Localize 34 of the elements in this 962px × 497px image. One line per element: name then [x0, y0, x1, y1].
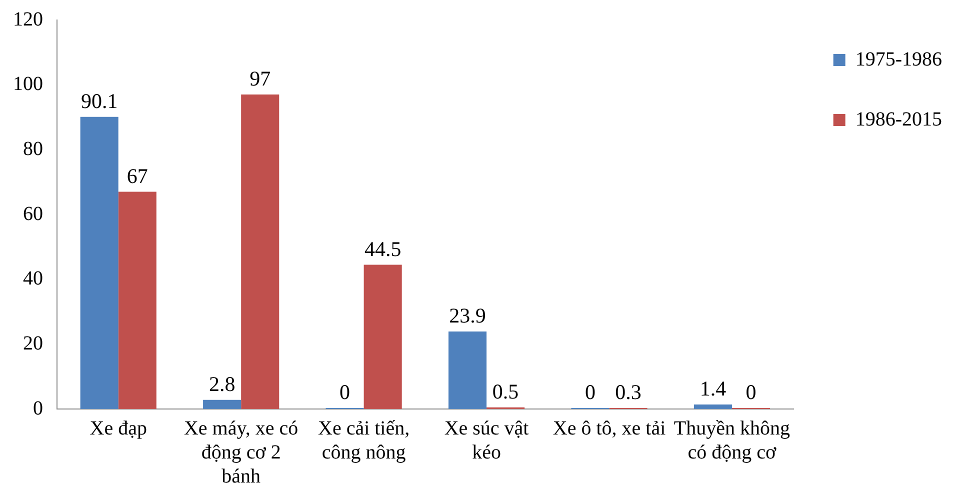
- x-tick-label: Xe máy, xe có động cơ 2 bánh: [184, 417, 298, 488]
- data-label: 0: [746, 380, 756, 404]
- y-tick-label: 120: [13, 8, 43, 30]
- data-label: 23.9: [449, 304, 486, 328]
- data-label: 2.8: [208, 372, 236, 396]
- legend-label: 1975-1986: [855, 48, 942, 70]
- data-label: 90.1: [80, 88, 118, 113]
- y-tick-label: 0: [33, 397, 43, 420]
- bar: [448, 332, 487, 409]
- x-tick-label: Xe đạp: [90, 417, 147, 440]
- x-tick-label: Xe cải tiến, công nông: [318, 417, 410, 464]
- bar: [118, 192, 156, 409]
- bar: [241, 94, 280, 409]
- x-tick-label: Thuyền không có động cơ: [674, 417, 790, 464]
- data-label: 0.3: [615, 380, 642, 404]
- data-label: 97: [250, 66, 271, 91]
- y-tick-label: 100: [13, 73, 43, 96]
- data-label: 67: [126, 164, 148, 188]
- data-label: 0: [340, 380, 350, 404]
- y-tick-label: 80: [23, 138, 43, 160]
- y-tick-label: 40: [23, 268, 43, 290]
- legend-label: 1986-2015: [855, 108, 942, 130]
- data-label: 0: [584, 380, 596, 404]
- bar: [80, 116, 118, 409]
- x-tick-label: Xe ô tô, xe tải: [552, 417, 666, 440]
- bar: [364, 264, 402, 409]
- y-tick-label: 20: [23, 332, 43, 354]
- x-tick-label: Xe súc vật kéo: [444, 417, 530, 464]
- bar: [203, 400, 242, 409]
- data-label: 1.4: [700, 376, 727, 400]
- bar: [694, 404, 732, 409]
- data-label: 0.5: [492, 379, 519, 404]
- data-label: 44.5: [364, 236, 402, 261]
- y-tick-label: 60: [23, 202, 43, 225]
